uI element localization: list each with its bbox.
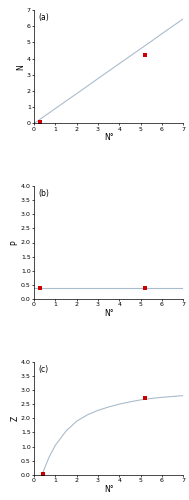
X-axis label: N°: N° <box>104 133 113 142</box>
Y-axis label: Z: Z <box>11 416 20 421</box>
X-axis label: N°: N° <box>104 309 113 318</box>
Text: (c): (c) <box>39 365 49 374</box>
X-axis label: N°: N° <box>104 484 113 494</box>
Text: (a): (a) <box>39 14 49 22</box>
Y-axis label: P: P <box>11 240 20 245</box>
Y-axis label: N: N <box>16 64 26 70</box>
Text: (b): (b) <box>39 189 49 198</box>
